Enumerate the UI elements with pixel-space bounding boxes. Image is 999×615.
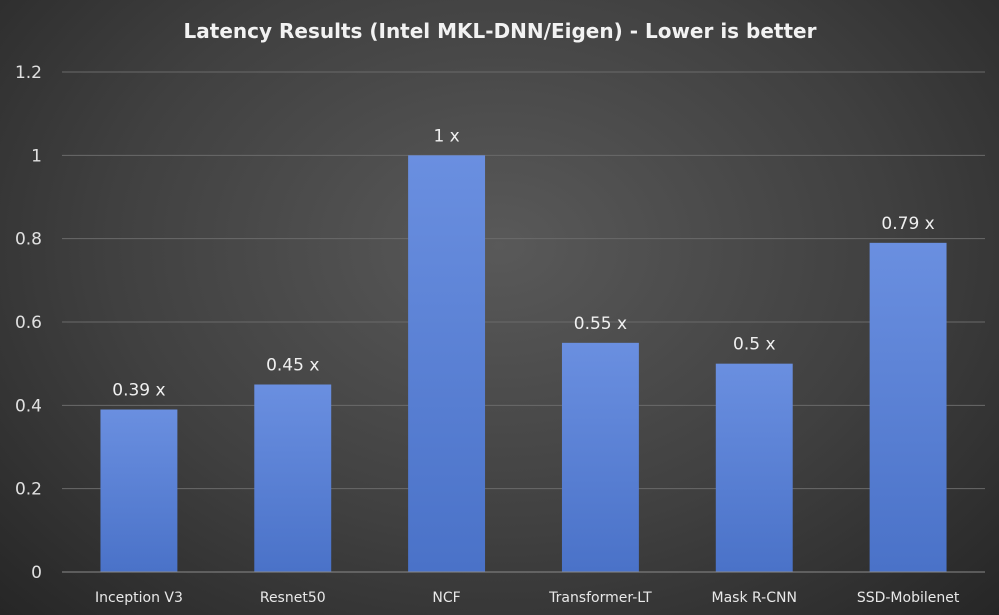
x-category-label: Inception V3 [95, 590, 183, 606]
data-labels: 0.39 x 0.45 x 1 x 0.55 x 0.5 x 0.79 x [112, 126, 934, 400]
chart-title: Latency Results (Intel MKL-DNN/Eigen) - … [184, 19, 817, 43]
bar-inception-v3 [100, 409, 178, 572]
x-category-label: SSD-Mobilenet [857, 590, 960, 606]
y-tick-label: 0.4 [15, 396, 42, 416]
bar-resnet50 [254, 384, 332, 572]
bar-ncf [408, 155, 486, 573]
x-category-label: Transformer-LT [548, 590, 652, 606]
y-tick-label: 1.2 [15, 63, 42, 83]
data-label: 0.45 x [266, 356, 319, 376]
bar-ssd-mobilenet [869, 242, 947, 573]
data-label: 1 x [433, 126, 459, 146]
bar-transformer-lt [561, 342, 639, 572]
x-axis-categories: Inception V3 Resnet50 NCF Transformer-LT Mas… [95, 590, 960, 606]
x-category-label: Resnet50 [260, 590, 326, 606]
data-label: 0.5 x [733, 335, 776, 355]
y-axis-ticks: 0 0.2 0.4 0.6 0.8 1 1.2 [15, 63, 42, 583]
x-category-label: NCF [432, 590, 460, 606]
y-tick-label: 0.6 [15, 313, 42, 333]
data-label: 0.39 x [112, 381, 165, 401]
gridlines [62, 71, 985, 490]
data-label: 0.55 x [574, 314, 627, 334]
y-tick-label: 0 [31, 563, 42, 583]
bars [100, 155, 947, 573]
x-category-label: Mask R-CNN [712, 590, 797, 606]
y-tick-label: 0.8 [15, 230, 42, 250]
bar-mask-r-cnn [715, 363, 793, 572]
data-label: 0.79 x [881, 214, 934, 234]
y-tick-label: 1 [31, 146, 42, 166]
y-tick-label: 0.2 [15, 480, 42, 500]
